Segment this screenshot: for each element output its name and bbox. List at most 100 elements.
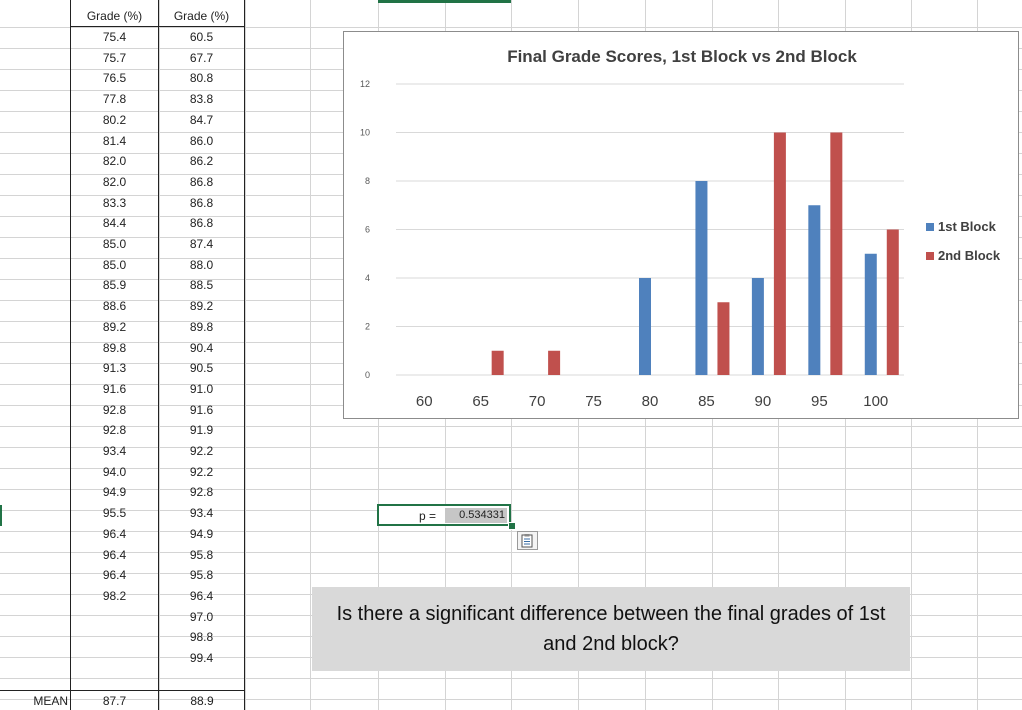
- block2-cell[interactable]: 91.6: [189, 402, 214, 417]
- fill-handle[interactable]: [508, 522, 516, 530]
- grid-row-line: [0, 27, 1022, 28]
- question-box: Is there a significant difference betwee…: [312, 587, 910, 671]
- block2-cell[interactable]: 92.2: [189, 464, 214, 479]
- grid-row-line: [0, 552, 1022, 553]
- block2-cell[interactable]: 91.0: [189, 381, 214, 396]
- block1-cell[interactable]: 75.7: [102, 50, 127, 65]
- block2-cell[interactable]: 86.8: [189, 216, 214, 231]
- block1-cell[interactable]: 96.4: [102, 568, 127, 583]
- block2-cell[interactable]: 83.8: [189, 92, 214, 107]
- block2-cell[interactable]: 96.4: [189, 588, 214, 603]
- x-tick-label: 95: [811, 393, 828, 410]
- block1-cell[interactable]: 82.0: [102, 154, 127, 169]
- block1-cell[interactable]: 76.5: [102, 71, 127, 86]
- block1-cell[interactable]: 88.6: [102, 299, 127, 314]
- block1-cell[interactable]: 95.5: [102, 506, 127, 521]
- block2-column: Grade (%) 60.5 67.7 80.8 83.8 84.7 86.0 86.2 86…: [159, 0, 245, 710]
- y-tick-label: 12: [360, 79, 370, 89]
- block2-cell[interactable]: 92.2: [189, 444, 214, 458]
- mean-block2[interactable]: 88.9: [190, 694, 214, 708]
- block1-cell[interactable]: 85.0: [102, 257, 127, 272]
- block2-cell[interactable]: 88.0: [189, 257, 214, 272]
- block2-cell[interactable]: 60.5: [189, 30, 214, 44]
- block2-bar: [830, 132, 843, 375]
- block1-cell[interactable]: 94.9: [102, 485, 127, 500]
- grid-row-line: [0, 426, 1022, 427]
- grid-col-line: [159, 0, 160, 710]
- block1-cell[interactable]: 89.2: [102, 319, 127, 334]
- block2-cell[interactable]: 95.8: [189, 547, 214, 562]
- block1-cell[interactable]: 84.4: [102, 216, 127, 231]
- block2-cell[interactable]: 91.9: [189, 423, 214, 438]
- block2-cell[interactable]: 86.0: [189, 133, 214, 148]
- block2-cell[interactable]: 84.7: [189, 112, 214, 127]
- block2-cell[interactable]: 89.8: [189, 319, 214, 334]
- block1-cell[interactable]: 98.2: [102, 588, 127, 603]
- block1-cell[interactable]: 96.4: [102, 547, 127, 562]
- legend-swatch-block1: [926, 223, 934, 231]
- block2-cell[interactable]: 87.4: [189, 237, 214, 251]
- y-tick-label: 2: [365, 322, 370, 332]
- block1-cell[interactable]: 96.4: [102, 526, 127, 541]
- pvalue-value[interactable]: 0.534331: [445, 508, 507, 523]
- paste-options-button[interactable]: [517, 531, 538, 550]
- block1-cell[interactable]: 91.3: [102, 361, 127, 376]
- grid-row-line: [0, 447, 1022, 448]
- block2-cell[interactable]: 89.2: [189, 299, 214, 314]
- block1-column: Grade (%) 75.4 75.7 76.5 77.8 80.2 81.4 82.0 82…: [70, 0, 159, 710]
- mean-label[interactable]: MEAN: [33, 694, 68, 708]
- mean-divider: [0, 690, 245, 691]
- block1-cell[interactable]: 94.0: [102, 464, 127, 479]
- chart-title: Final Grade Scores, 1st Block vs 2nd Blo…: [507, 47, 857, 66]
- block2-cell[interactable]: 86.8: [189, 195, 214, 210]
- block1-cell[interactable]: 91.6: [102, 381, 127, 396]
- grid-col-line: [245, 0, 246, 710]
- block1-header[interactable]: Grade (%): [71, 6, 158, 27]
- block2-cell[interactable]: 95.8: [189, 568, 214, 583]
- block2-cell[interactable]: 92.8: [189, 485, 214, 500]
- block1-cell[interactable]: 85.9: [102, 278, 127, 293]
- block1-bar: [808, 205, 821, 375]
- mean-block1[interactable]: 87.7: [102, 694, 127, 708]
- block1-cell[interactable]: 92.8: [102, 423, 127, 438]
- block2-bar: [773, 132, 786, 375]
- block2-cell[interactable]: 90.4: [189, 340, 214, 355]
- block2-bar: [491, 350, 504, 375]
- clipboard-icon: [521, 534, 533, 548]
- block1-cell[interactable]: 83.3: [102, 195, 127, 210]
- block2-cell[interactable]: 67.7: [189, 50, 214, 65]
- block2-cell[interactable]: 90.5: [189, 361, 214, 376]
- grid-row-line: [0, 531, 1022, 532]
- block1-bar: [751, 278, 764, 375]
- block2-cell[interactable]: 88.5: [189, 278, 214, 293]
- block2-cell[interactable]: 80.8: [189, 71, 214, 86]
- x-tick-label: 65: [472, 393, 489, 410]
- block2-cell[interactable]: 86.2: [189, 154, 214, 169]
- chart-canvas: Final Grade Scores, 1st Block vs 2nd Blo…: [360, 47, 1001, 410]
- block1-cell[interactable]: 75.4: [102, 30, 127, 44]
- block1-cell[interactable]: 81.4: [102, 133, 127, 148]
- block2-cell[interactable]: 99.4: [189, 651, 214, 665]
- block1-cell[interactable]: 92.8: [102, 402, 127, 417]
- block1-cell[interactable]: 89.8: [102, 340, 127, 355]
- block1-cell[interactable]: 85.0: [102, 237, 127, 251]
- block1-cell[interactable]: 77.8: [102, 92, 127, 107]
- selected-column-indicator: [378, 0, 511, 3]
- legend-swatch-block2: [926, 252, 934, 260]
- block1-bar: [864, 253, 877, 375]
- block2-header[interactable]: Grade (%): [159, 6, 244, 27]
- block2-cell[interactable]: 93.4: [189, 506, 214, 521]
- question-text: Is there a significant difference betwee…: [336, 603, 886, 655]
- block2-cell[interactable]: 98.8: [189, 630, 214, 645]
- block1-cell[interactable]: 93.4: [102, 444, 127, 458]
- x-tick-label: 75: [585, 393, 602, 410]
- block1-cell[interactable]: 80.2: [102, 112, 127, 127]
- grade-histogram-chart[interactable]: Final Grade Scores, 1st Block vs 2nd Blo…: [343, 31, 1019, 419]
- block2-cell[interactable]: 94.9: [189, 526, 214, 541]
- x-tick-label: 70: [529, 393, 546, 410]
- grid-row-line: [0, 699, 1022, 700]
- pvalue-cell[interactable]: p = 0.534331: [377, 504, 511, 526]
- block2-cell[interactable]: 97.0: [189, 609, 214, 624]
- block1-cell[interactable]: 82.0: [102, 174, 127, 189]
- block2-cell[interactable]: 86.8: [189, 174, 214, 189]
